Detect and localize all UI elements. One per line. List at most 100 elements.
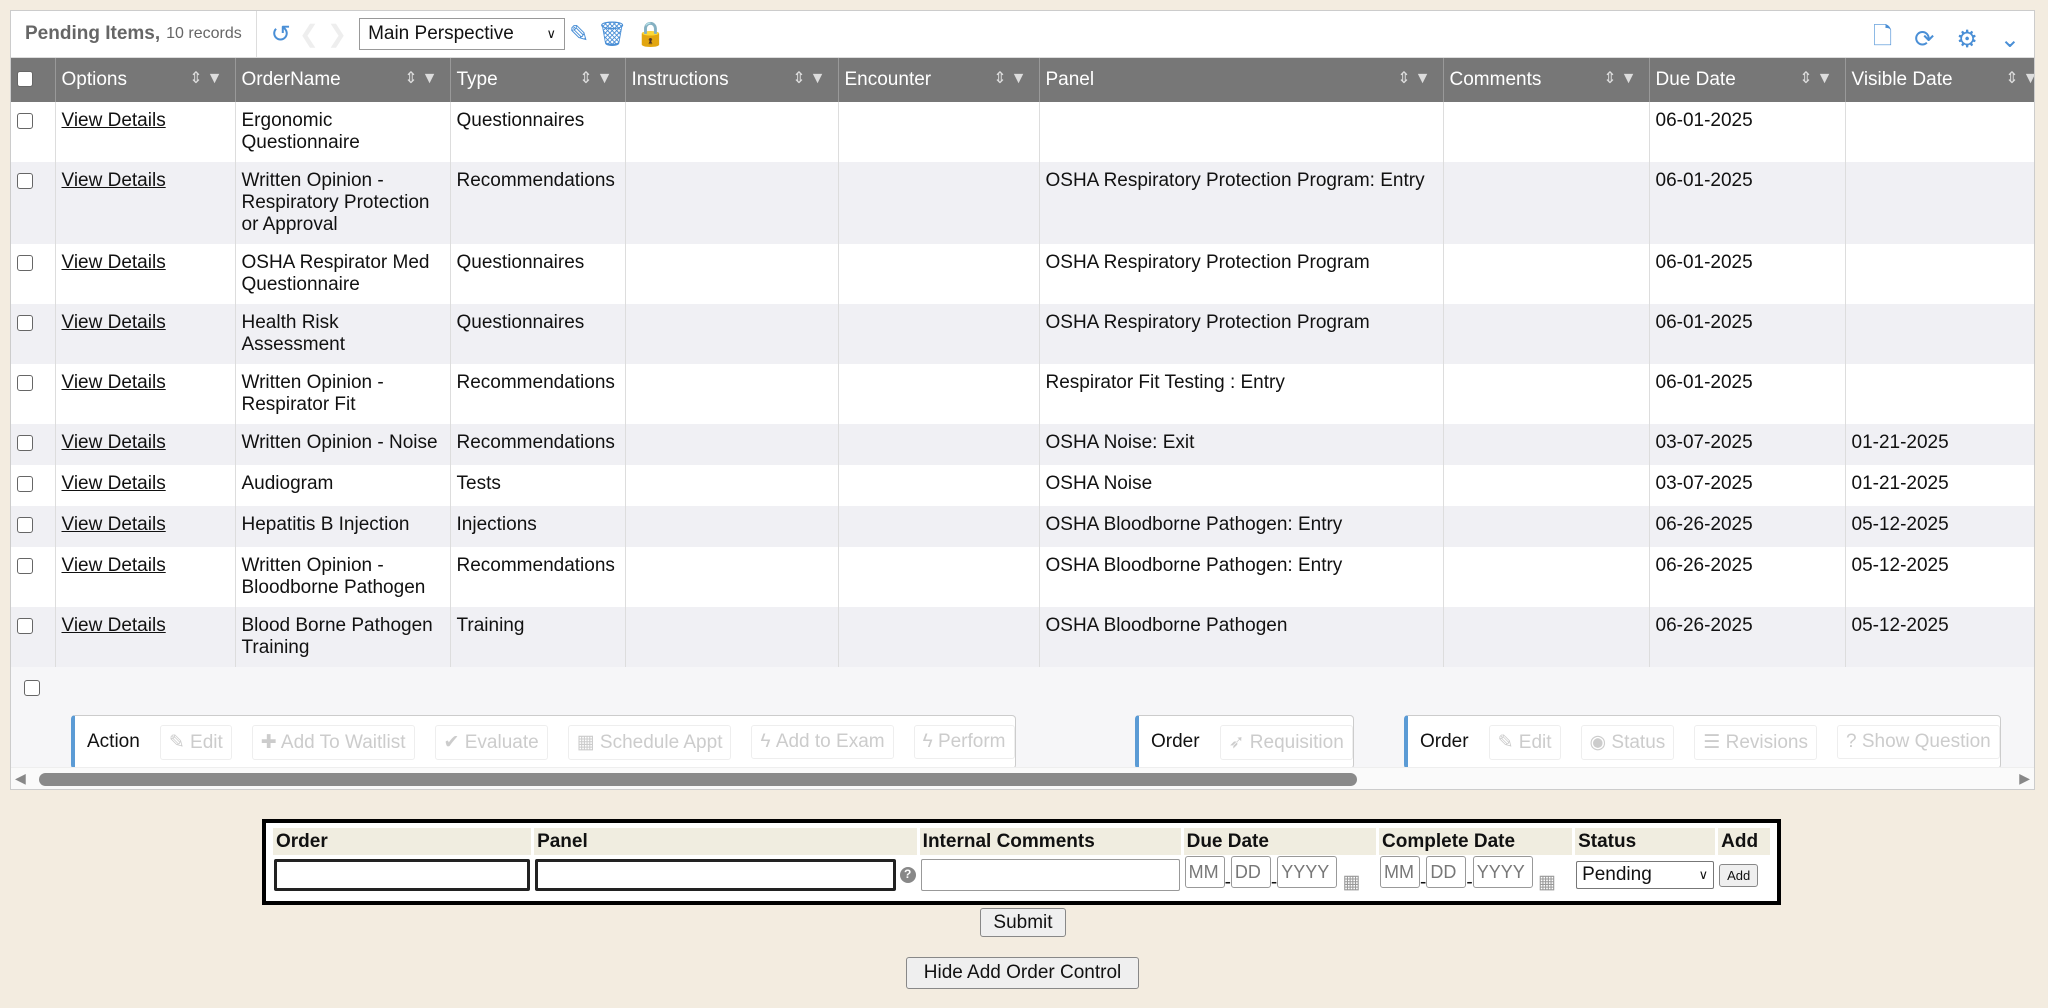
view-details-link[interactable]: View Details bbox=[61, 170, 166, 191]
row-checkbox[interactable] bbox=[17, 113, 33, 129]
row-checkbox[interactable] bbox=[17, 375, 33, 391]
view-details-link[interactable]: View Details bbox=[61, 372, 166, 393]
due-day-input[interactable]: DD bbox=[1230, 856, 1271, 888]
row-checkbox[interactable] bbox=[17, 558, 33, 574]
sort-filter-icon[interactable]: ⇕▼ bbox=[189, 70, 227, 87]
horizontal-scrollbar[interactable]: ◀ ▶ bbox=[11, 767, 2034, 789]
edit-button[interactable]: ✎ Edit bbox=[159, 724, 232, 760]
row-select-cell bbox=[11, 607, 56, 667]
back-icon[interactable]: ❮ bbox=[298, 20, 319, 48]
refresh-icon[interactable]: ⟳ bbox=[1914, 26, 1935, 53]
sort-filter-icon[interactable]: ⇕▼ bbox=[1397, 70, 1435, 87]
sort-filter-icon[interactable]: ⇕▼ bbox=[579, 70, 617, 87]
calendar-icon[interactable]: ▦ bbox=[1537, 872, 1556, 893]
view-details-link[interactable]: View Details bbox=[61, 473, 166, 494]
add-to-exam-button[interactable]: ϟ Add to Exam bbox=[751, 725, 894, 759]
column-header-options[interactable]: Options ⇕▼ bbox=[55, 58, 236, 102]
column-header-visible-date[interactable]: Visible Date ⇕▼ bbox=[1845, 58, 2034, 102]
button-icon: ◉ bbox=[1589, 731, 1607, 753]
add-button[interactable]: Add bbox=[1719, 863, 1759, 887]
due-month-input[interactable]: MM bbox=[1184, 856, 1225, 888]
action-group-label: Order bbox=[1151, 731, 1200, 752]
revisions-button[interactable]: ☰ Revisions bbox=[1694, 724, 1817, 760]
due-year-input[interactable]: YYYY bbox=[1277, 856, 1338, 888]
calendar-icon[interactable]: ▦ bbox=[1342, 872, 1361, 893]
type-cell: Training bbox=[450, 607, 626, 667]
view-details-link[interactable]: View Details bbox=[61, 110, 166, 131]
sort-filter-icon[interactable]: ⇕▼ bbox=[792, 70, 830, 87]
undo-icon[interactable]: ↺ bbox=[270, 20, 291, 48]
due-cell: 06-01-2025 bbox=[1649, 162, 1846, 244]
select-all-header[interactable] bbox=[11, 58, 56, 102]
encounter-cell bbox=[838, 424, 1040, 465]
column-header-instructions[interactable]: Instructions ⇕▼ bbox=[625, 58, 839, 102]
action-group: Action ✎ Edit ✚ Add To Waitlist ✔ Evaluate ▦… bbox=[71, 715, 1016, 769]
row-checkbox[interactable] bbox=[17, 315, 33, 331]
button-icon: ✚ bbox=[260, 731, 277, 753]
type-cell: Recommendations bbox=[450, 547, 626, 607]
panel-cell: OSHA Respiratory Protection Program bbox=[1039, 304, 1444, 364]
row-checkbox[interactable] bbox=[17, 476, 33, 492]
view-details-link[interactable]: View Details bbox=[61, 514, 166, 535]
document-icon[interactable]: 🗋 bbox=[1872, 23, 1893, 50]
scroll-left-icon[interactable]: ◀ bbox=[15, 770, 26, 786]
view-details-link[interactable]: View Details bbox=[61, 432, 166, 453]
submit-button[interactable]: Submit bbox=[980, 908, 1066, 937]
order-cell: Audiogram bbox=[235, 465, 451, 506]
schedule-appt-button[interactable]: ▦ Schedule Appt bbox=[567, 724, 732, 760]
status-select[interactable]: Pending ∨ bbox=[1576, 861, 1715, 889]
button-label: Perform bbox=[937, 731, 1006, 752]
type-cell: Injections bbox=[450, 506, 626, 547]
scrollbar-thumb[interactable] bbox=[39, 773, 1357, 786]
status-button[interactable]: ◉ Status bbox=[1580, 724, 1675, 760]
column-header-type[interactable]: Type ⇕▼ bbox=[450, 58, 626, 102]
pencil-icon[interactable]: ✎ bbox=[569, 20, 590, 48]
collapse-chevron-icon[interactable]: ⌄ bbox=[1999, 26, 2020, 53]
sort-filter-icon[interactable]: ⇕▼ bbox=[2005, 70, 2034, 87]
column-header-comments[interactable]: Comments ⇕▼ bbox=[1443, 58, 1650, 102]
edit-button[interactable]: ✎ Edit bbox=[1488, 724, 1561, 760]
show-question-button[interactable]: ? Show Question bbox=[1836, 725, 2000, 759]
complete-month-input[interactable]: MM bbox=[1380, 856, 1421, 888]
order-input[interactable] bbox=[274, 859, 531, 891]
row-checkbox[interactable] bbox=[17, 435, 33, 451]
view-details-link[interactable]: View Details bbox=[61, 252, 166, 273]
add-to-waitlist-button[interactable]: ✚ Add To Waitlist bbox=[251, 724, 415, 760]
trash-icon[interactable]: 🗑 bbox=[597, 20, 628, 48]
view-details-link[interactable]: View Details bbox=[61, 615, 166, 636]
scroll-right-icon[interactable]: ▶ bbox=[2019, 770, 2030, 786]
sort-filter-icon[interactable]: ⇕▼ bbox=[993, 70, 1031, 87]
row-checkbox[interactable] bbox=[17, 517, 33, 533]
perform-button[interactable]: ϟ Perform bbox=[913, 725, 1015, 759]
internal-comments-input[interactable] bbox=[920, 859, 1180, 891]
due-cell: 06-26-2025 bbox=[1649, 506, 1846, 547]
row-checkbox[interactable] bbox=[17, 618, 33, 634]
complete-year-input[interactable]: YYYY bbox=[1472, 856, 1533, 888]
forward-icon[interactable]: ❯ bbox=[326, 20, 348, 48]
form-header: Panel bbox=[534, 828, 917, 855]
view-details-link[interactable]: View Details bbox=[61, 312, 166, 333]
complete-day-input[interactable]: DD bbox=[1426, 856, 1467, 888]
comments-cell bbox=[1443, 607, 1650, 667]
evaluate-button[interactable]: ✔ Evaluate bbox=[434, 724, 548, 760]
panel-input[interactable] bbox=[535, 859, 896, 891]
column-header-encounter[interactable]: Encounter ⇕▼ bbox=[838, 58, 1040, 102]
help-icon[interactable]: ? bbox=[899, 867, 916, 883]
select-all-checkbox[interactable] bbox=[17, 70, 33, 87]
view-details-link[interactable]: View Details bbox=[61, 555, 166, 576]
sort-filter-icon[interactable]: ⇕▼ bbox=[1603, 70, 1641, 87]
column-header-due-date[interactable]: Due Date ⇕▼ bbox=[1649, 58, 1846, 102]
row-checkbox[interactable] bbox=[17, 255, 33, 271]
sort-filter-icon[interactable]: ⇕▼ bbox=[1799, 70, 1837, 87]
perspective-select[interactable]: Main Perspective ∨ bbox=[359, 18, 566, 50]
column-header-ordername[interactable]: OrderName ⇕▼ bbox=[235, 58, 451, 102]
hide-add-order-button[interactable]: Hide Add Order Control bbox=[906, 957, 1139, 989]
row-checkbox[interactable] bbox=[17, 173, 33, 189]
column-header-panel[interactable]: Panel ⇕▼ bbox=[1039, 58, 1444, 102]
button-label: Edit bbox=[190, 731, 223, 753]
row-checkbox[interactable] bbox=[24, 680, 40, 696]
lock-icon[interactable]: 🔒 bbox=[635, 20, 666, 48]
gear-icon[interactable]: ⚙ bbox=[1956, 26, 1978, 53]
sort-filter-icon[interactable]: ⇕▼ bbox=[404, 70, 442, 87]
requisition-button[interactable]: ➶ Requisition bbox=[1219, 724, 1353, 760]
